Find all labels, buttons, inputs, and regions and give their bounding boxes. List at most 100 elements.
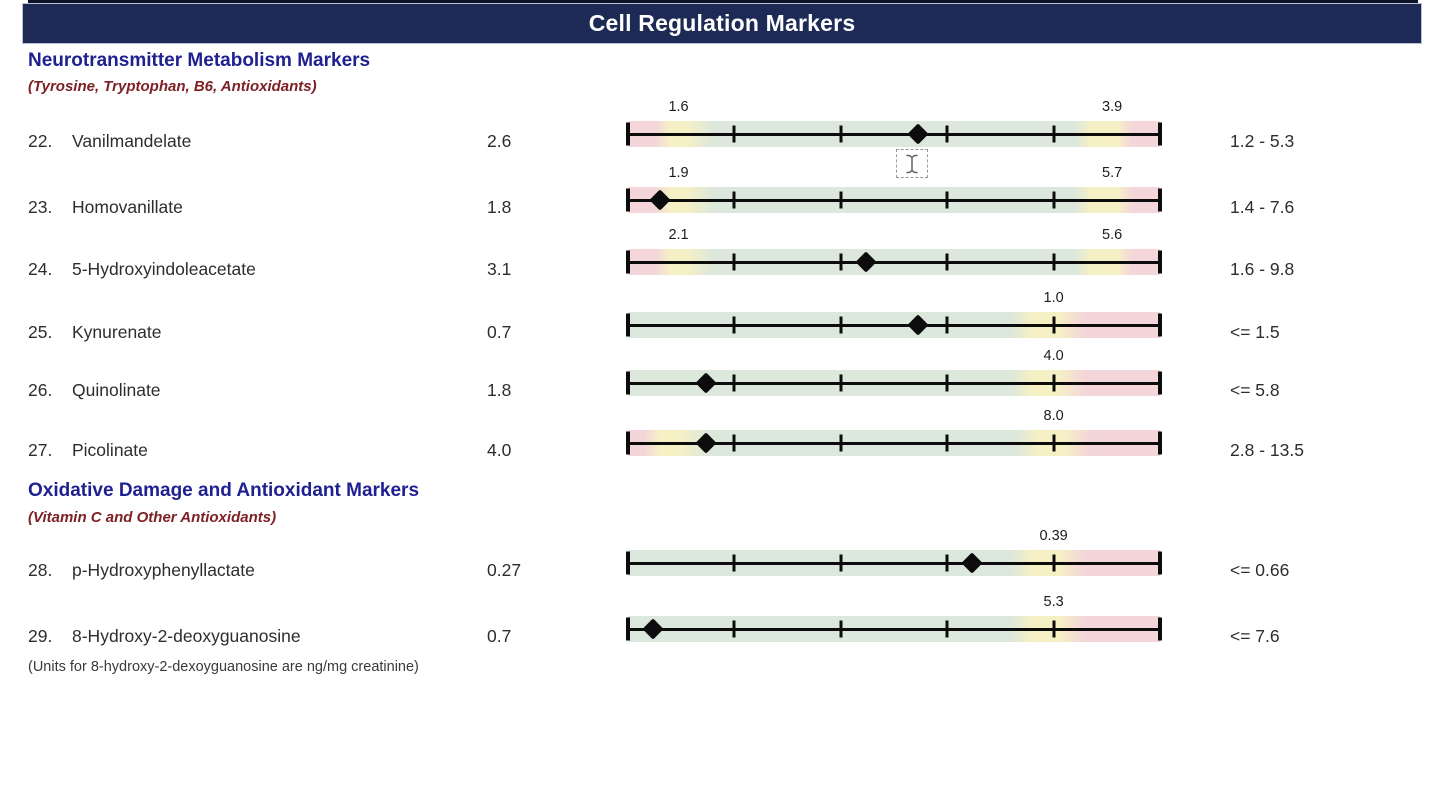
scale-tick xyxy=(732,620,736,638)
scale-tick xyxy=(1052,434,1056,452)
scale-tick xyxy=(945,316,949,334)
marker-row: 24. 5-Hydroxyindoleacetate 3.1 2.1 5.6 1.… xyxy=(0,226,1453,298)
scale-tick xyxy=(839,434,843,452)
marker-result-value: 0.7 xyxy=(487,626,512,646)
marker-name: Vanilmandelate xyxy=(72,131,192,151)
scale-tick xyxy=(945,191,949,209)
scale-end-tick xyxy=(626,313,630,337)
scale-axis-line xyxy=(627,323,1161,327)
reference-limit-label: 0.39 xyxy=(1039,528,1068,544)
scale-end-tick xyxy=(626,122,630,146)
section-subheading-neurotransmitter: (Tyrosine, Tryptophan, B6, Antioxidants) xyxy=(28,78,317,95)
scale-tick xyxy=(839,253,843,271)
reference-scale: 4.0 xyxy=(626,347,1162,419)
reference-limit-label: 5.3 xyxy=(1043,594,1064,610)
scale-tick xyxy=(732,374,736,392)
scale-tick xyxy=(732,191,736,209)
scale-tick xyxy=(945,620,949,638)
reference-range: 1.2 - 5.3 xyxy=(1230,131,1295,151)
scale-tick xyxy=(1052,620,1056,638)
marker-row: 25. Kynurenate 0.7 1.0 <= 1.5 xyxy=(0,289,1453,361)
marker-result-value: 0.27 xyxy=(487,560,522,580)
section-heading-neurotransmitter: Neurotransmitter Metabolism Markers xyxy=(28,50,371,71)
scale-tick xyxy=(839,374,843,392)
scale-tick xyxy=(732,253,736,271)
reference-scale: 8.0 xyxy=(626,407,1162,479)
scale-end-tick xyxy=(1158,617,1162,641)
reference-limit-label: 8.0 xyxy=(1043,408,1064,424)
scale-tick xyxy=(1052,191,1056,209)
scale-end-tick xyxy=(1158,371,1162,395)
marker-name: Picolinate xyxy=(72,440,148,460)
marker-number: 24. xyxy=(28,259,53,279)
scale-axis-line xyxy=(627,260,1161,264)
marker-row: 23. Homovanillate 1.8 1.9 5.7 1.4 - 7.6 xyxy=(0,164,1453,236)
marker-name: 5-Hydroxyindoleacetate xyxy=(72,259,256,279)
scale-end-tick xyxy=(626,431,630,455)
scale-tick xyxy=(1052,374,1056,392)
reference-range: 2.8 - 13.5 xyxy=(1230,440,1304,460)
reference-limit-label: 5.7 xyxy=(1102,165,1123,181)
scale-tick xyxy=(945,253,949,271)
marker-result-value: 0.7 xyxy=(487,322,512,342)
reference-limit-label: 1.0 xyxy=(1043,290,1064,306)
reference-range: <= 1.5 xyxy=(1230,322,1280,342)
marker-result-value: 3.1 xyxy=(487,259,512,279)
marker-number: 26. xyxy=(28,380,53,400)
reference-scale: 2.1 5.6 xyxy=(626,226,1162,298)
reference-range: <= 7.6 xyxy=(1230,626,1280,646)
scale-tick xyxy=(839,554,843,572)
scale-end-tick xyxy=(1158,551,1162,575)
scale-axis-line xyxy=(627,561,1161,565)
scale-end-tick xyxy=(1158,188,1162,212)
scale-axis-line xyxy=(627,381,1161,385)
reference-scale: 1.0 xyxy=(626,289,1162,361)
reference-scale: 1.9 5.7 xyxy=(626,164,1162,236)
scale-end-tick xyxy=(1158,122,1162,146)
reference-range: 1.6 - 9.8 xyxy=(1230,259,1295,279)
scale-axis-line xyxy=(627,198,1161,202)
scale-tick xyxy=(945,374,949,392)
scale-end-tick xyxy=(626,551,630,575)
scale-axis-line xyxy=(627,441,1161,445)
scale-tick xyxy=(945,434,949,452)
reference-limit-label: 2.1 xyxy=(668,227,689,243)
scale-tick xyxy=(1052,554,1056,572)
scale-axis-line xyxy=(627,627,1161,631)
marker-result-value: 1.8 xyxy=(487,380,512,400)
reference-scale: 0.39 xyxy=(626,527,1162,599)
marker-result-value: 1.8 xyxy=(487,197,512,217)
ibeam-glyph xyxy=(906,154,918,173)
marker-row: 26. Quinolinate 1.8 4.0 <= 5.8 xyxy=(0,347,1453,419)
reference-limit-label: 5.6 xyxy=(1102,227,1123,243)
scale-tick xyxy=(945,554,949,572)
scale-end-tick xyxy=(1158,313,1162,337)
scale-end-tick xyxy=(1158,250,1162,274)
reference-range: <= 0.66 xyxy=(1230,560,1290,580)
reference-scale: 5.3 xyxy=(626,593,1162,665)
scale-end-tick xyxy=(626,188,630,212)
scale-tick xyxy=(732,434,736,452)
reference-limit-label: 3.9 xyxy=(1102,99,1123,115)
marker-number: 29. xyxy=(28,626,53,646)
marker-result-value: 4.0 xyxy=(487,440,512,460)
scale-tick xyxy=(1052,316,1056,334)
marker-row: 27. Picolinate 4.0 8.0 2.8 - 13.5 xyxy=(0,407,1453,479)
section-heading-oxidative: Oxidative Damage and Antioxidant Markers xyxy=(28,480,420,501)
scale-axis-line xyxy=(627,132,1161,136)
scale-tick xyxy=(839,620,843,638)
report-title-banner: Cell Regulation Markers xyxy=(22,3,1422,44)
marker-number: 28. xyxy=(28,560,53,580)
scale-tick xyxy=(732,554,736,572)
marker-name: Kynurenate xyxy=(72,322,162,342)
scale-end-tick xyxy=(626,250,630,274)
reference-limit-label: 1.6 xyxy=(668,99,689,115)
marker-row: 29. 8-Hydroxy-2-deoxyguanosine 0.7 5.3 <… xyxy=(0,593,1453,665)
marker-name: p-Hydroxyphenyllactate xyxy=(72,560,255,580)
marker-row: 22. Vanilmandelate 2.6 1.6 3.9 1.2 - 5.3 xyxy=(0,98,1453,170)
marker-row: 28. p-Hydroxyphenyllactate 0.27 0.39 <= … xyxy=(0,527,1453,599)
scale-end-tick xyxy=(1158,431,1162,455)
units-footnote: (Units for 8-hydroxy-2-dexoyguanosine ar… xyxy=(28,659,419,675)
reference-range: 1.4 - 7.6 xyxy=(1230,197,1295,217)
marker-name: Quinolinate xyxy=(72,380,161,400)
